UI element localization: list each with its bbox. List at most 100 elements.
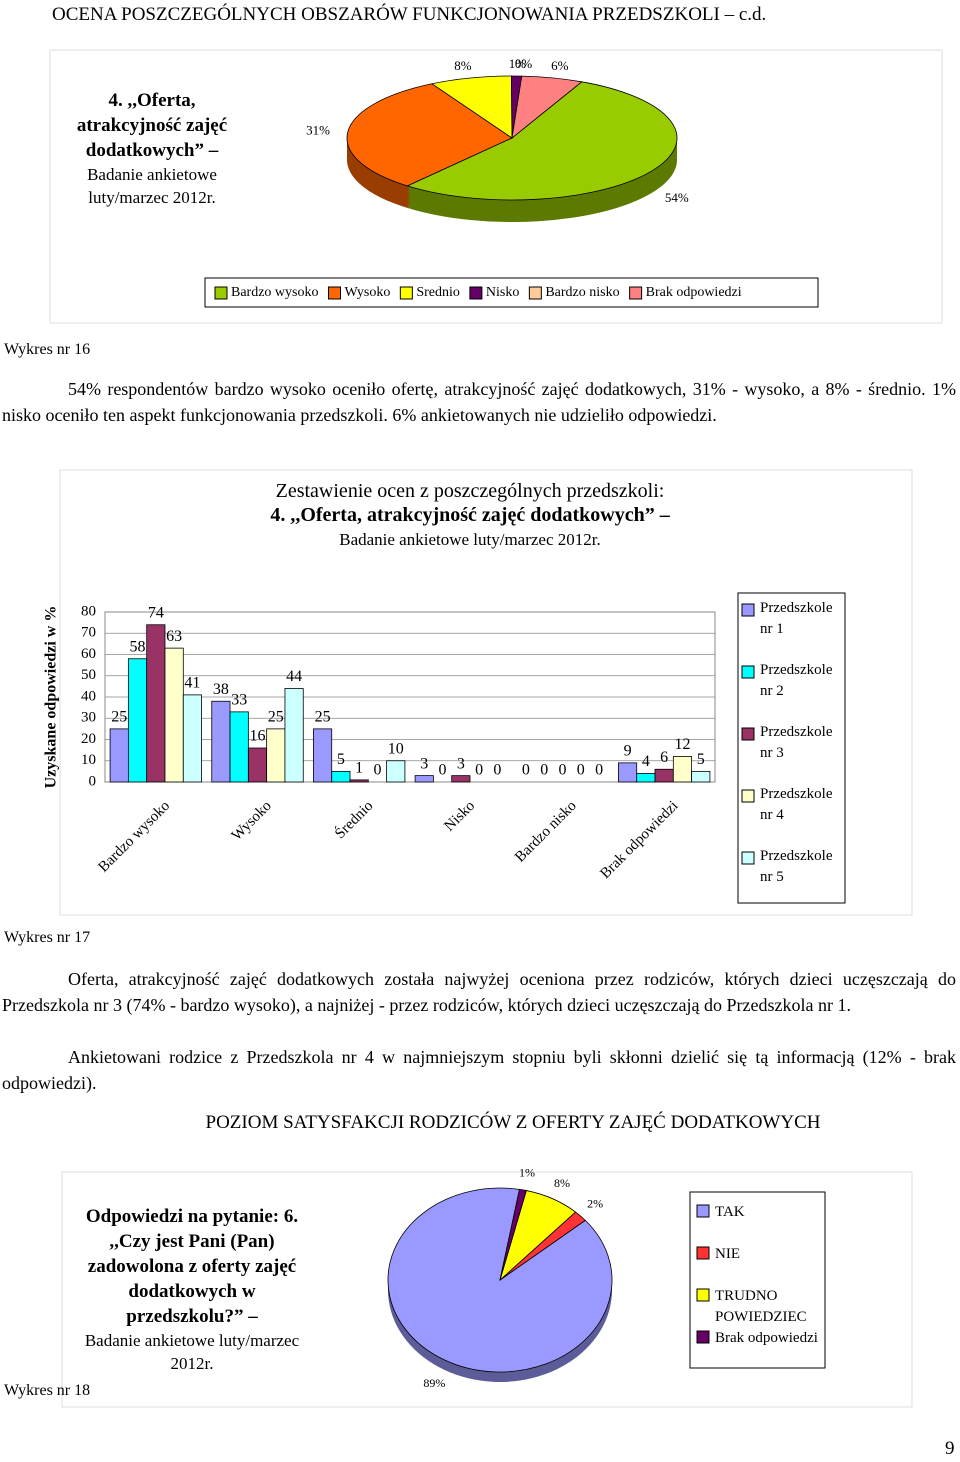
- chart-frame: [61, 1171, 913, 1408]
- legend-label: Brak odpowiedzi: [646, 285, 742, 300]
- chart-title: Zestawienie ocen z poszczególnych przeds…: [275, 480, 665, 502]
- bar: [182, 694, 202, 783]
- data-label: 0: [522, 762, 530, 779]
- legend-swatch: [469, 286, 483, 300]
- bar: [247, 747, 268, 783]
- data-label: 12: [674, 736, 690, 753]
- legend-swatch: [696, 1246, 710, 1260]
- legend-label: Przedszkole nr 4: [760, 786, 833, 823]
- legend-swatch: [696, 1288, 710, 1302]
- legend-label: Przedszkole nr 1: [760, 600, 833, 637]
- x-tick-label: Bardzo wysoko: [95, 798, 173, 876]
- legend-label: Przedszkole nr 2: [760, 662, 833, 699]
- caption: Wykres nr 17: [4, 929, 91, 946]
- x-tick-label: Nisko: [441, 798, 478, 835]
- chart-frame: [59, 469, 913, 916]
- data-label: 0: [559, 762, 567, 779]
- data-label: 41: [184, 675, 200, 692]
- bar: [211, 700, 231, 783]
- data-label: 6: [660, 749, 668, 766]
- section-title: POZIOM SATYSFAKCJI RODZICÓW Z OFERTY ZAJ…: [205, 1112, 821, 1133]
- data-label: 4: [642, 753, 650, 770]
- data-label: 1: [355, 760, 363, 777]
- chart-subtitle: Badanie ankietowe luty/marzec 2012r.: [87, 165, 217, 207]
- bar: [636, 773, 656, 783]
- x-tick-label: Bardzo nisko: [512, 798, 580, 866]
- legend-label: Srednio: [416, 285, 460, 300]
- chart-subtitle: 4. ,,Oferta, atrakcyjność zajęć dodatkow…: [270, 504, 670, 526]
- data-label: 1%: [509, 56, 527, 71]
- chart-side-text: Odpowiedzi na pytanie: 6. ,,Czy jest Pan…: [72, 1204, 312, 1375]
- x-tick-label: Wysoko: [229, 798, 275, 844]
- caption: Wykres nr 18: [4, 1382, 91, 1399]
- y-tick-label: 30: [81, 710, 96, 726]
- legend-swatch: [741, 727, 755, 741]
- y-tick-label: 20: [81, 731, 96, 747]
- legend-label: Bardzo wysoko: [231, 285, 319, 300]
- bar: [331, 770, 351, 783]
- legend-label: Przedszkole nr 5: [760, 848, 833, 885]
- bar: [414, 775, 434, 783]
- data-label: 3: [420, 755, 428, 772]
- legend-swatch: [528, 286, 542, 300]
- y-axis-title: Uzyskane odpowiedzi w %: [43, 606, 60, 789]
- bar: [229, 711, 249, 783]
- y-tick-label: 40: [81, 688, 96, 704]
- caption: Wykres nr 16: [4, 341, 91, 358]
- legend-label: TAK: [715, 1204, 745, 1220]
- data-label: 1%: [519, 1165, 535, 1179]
- legend-swatch: [214, 286, 228, 300]
- y-tick-label: 60: [81, 646, 96, 662]
- bar: [349, 779, 369, 783]
- y-tick-label: 70: [81, 625, 96, 641]
- legend-label: Nisko: [486, 285, 519, 300]
- chart-subtitle: Badanie ankietowe luty/marzec 2012r.: [84, 1331, 300, 1373]
- data-label: 0%: [515, 56, 533, 71]
- data-label: 0: [475, 762, 483, 779]
- legend-swatch: [696, 1204, 710, 1218]
- chart-title: 4. ,,Oferta, atrakcyjność zajęć dodatkow…: [76, 90, 228, 161]
- data-label: 38: [213, 681, 229, 698]
- legend-label: Przedszkole nr 3: [760, 724, 833, 761]
- legend-label: TRUDNO POWIEDZIEC: [715, 1288, 807, 1325]
- data-label: 3: [457, 755, 465, 772]
- data-label: 0: [577, 762, 585, 779]
- bar: [109, 728, 129, 783]
- data-label: 10: [388, 740, 404, 757]
- x-tick-label: Brak odpowiedzi: [597, 798, 681, 882]
- data-label: 2%: [587, 1196, 603, 1210]
- bar: [266, 728, 286, 783]
- data-label: 25: [111, 709, 127, 726]
- bar: [146, 624, 166, 783]
- bar: [313, 728, 333, 783]
- data-label: 31%: [306, 122, 330, 137]
- y-tick-label: 80: [81, 603, 96, 619]
- data-label: 8%: [454, 58, 472, 73]
- page-number: 9: [945, 1438, 955, 1459]
- chart-source: Badanie ankietowe luty/marzec 2012r.: [339, 530, 601, 549]
- legend-swatch: [741, 851, 755, 865]
- legend-swatch: [741, 665, 755, 679]
- pie-slice: [346, 83, 513, 187]
- legend-swatch: [328, 286, 341, 300]
- data-label: 16: [250, 728, 266, 745]
- paragraph: Oferta, atrakcyjność zajęć dodatkowych z…: [2, 969, 956, 1015]
- legend-label: Wysoko: [345, 285, 391, 300]
- paragraph: 54% respondentów bardzo wysoko oceniło o…: [2, 379, 956, 425]
- data-label: 5: [697, 751, 705, 768]
- data-label: 0: [439, 762, 447, 779]
- legend-label: Bardzo nisko: [545, 285, 619, 300]
- paragraph: Ankietowani rodzice z Przedszkola nr 4 w…: [2, 1047, 956, 1093]
- data-label: 0: [595, 762, 603, 779]
- legend-frame: [689, 1191, 826, 1369]
- legend-label: Brak odpowiedzi: [715, 1330, 818, 1346]
- chart-frame: [49, 49, 943, 324]
- bar: [386, 760, 406, 783]
- pie-slice: [406, 81, 678, 201]
- legend-swatch: [741, 789, 755, 803]
- chart-title: Odpowiedzi na pytanie: 6. ,,Czy jest Pan…: [85, 1206, 299, 1327]
- bar: [164, 647, 184, 783]
- legend-label: NIE: [715, 1246, 740, 1262]
